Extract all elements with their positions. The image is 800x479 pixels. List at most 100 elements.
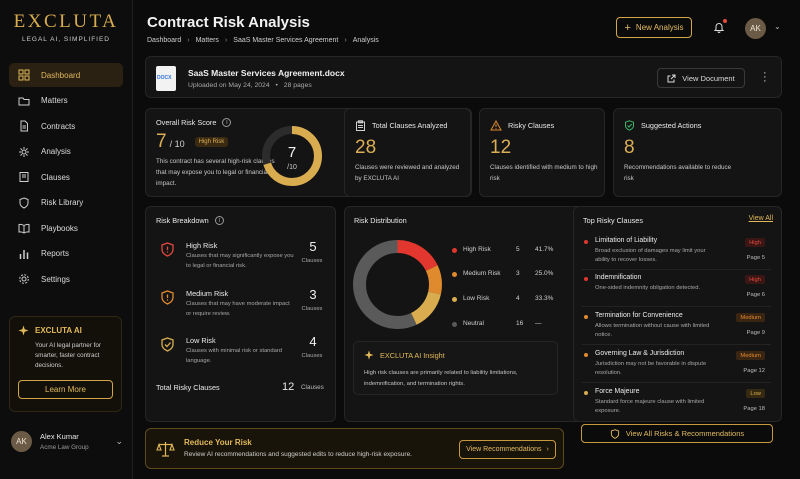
clause-page: Page 12 (743, 368, 765, 374)
view-all-risks-label: View All Risks & Recommendations (625, 429, 745, 438)
sidebar-item-label: Clauses (41, 172, 70, 182)
legend-percent: 33.3% (535, 295, 554, 302)
risk-score-value: 7 / 10 High Risk (156, 131, 229, 153)
sidebar-item-label: Contracts (41, 121, 76, 131)
risk-score-title: Overall Risk Score i (156, 118, 232, 127)
view-document-label: View Document (682, 73, 735, 83)
risk-distribution-donut (353, 240, 442, 329)
chevron-down-icon[interactable]: ⌄ (115, 436, 123, 446)
clause-description: Standard force majeure clause with limit… (595, 399, 705, 414)
total-risky-value: 12 (282, 381, 295, 393)
total-risky-row: Total Risky Clauses 12 Clauses (156, 381, 326, 393)
ai-card-title: EXCLUTA AI (18, 325, 113, 336)
sidebar-item-matters[interactable]: Matters (9, 89, 123, 113)
avatar[interactable]: AK (745, 18, 766, 39)
stat-value: 12 (490, 137, 512, 158)
sidebar-item-playbooks[interactable]: Playbooks (9, 216, 123, 240)
clause-page: Page 6 (746, 292, 765, 298)
donut-slice-neutral (353, 240, 442, 329)
sidebar-item-dashboard[interactable]: Dashboard (9, 63, 123, 87)
risky-clause-item[interactable]: Limitation of Liability Broad exclusion … (582, 236, 771, 273)
breadcrumb-item[interactable]: SaaS Master Services Agreement (233, 37, 339, 44)
risk-dot (584, 315, 588, 319)
sidebar-item-contracts[interactable]: Contracts (9, 114, 123, 138)
sidebar-item-analysis[interactable]: Analysis (9, 140, 123, 164)
risk-score-number: 7 (156, 131, 167, 152)
external-link-icon (667, 74, 676, 82)
shield-check-icon (161, 337, 174, 352)
breakdown-row-high[interactable]: High Risk Clauses that may significantly… (156, 237, 322, 282)
total-risky-unit: Clauses (301, 384, 324, 391)
sidebar-item-reports[interactable]: Reports (9, 242, 123, 266)
legend-item-high: High Risk 5 41.7% (452, 246, 560, 256)
chevron-down-icon[interactable]: ⌄ (774, 22, 781, 31)
clause-title: Indemnification (595, 274, 642, 281)
breakdown-row-medium[interactable]: Medium Risk Clauses that may have modera… (156, 285, 322, 330)
breakdown-title: Risk Breakdown i (156, 216, 224, 225)
breakdown-level: Low Risk (186, 336, 216, 345)
insight-title: EXCLUTA AI Insight (364, 350, 445, 360)
clause-title: Limitation of Liability (595, 237, 658, 244)
view-all-link[interactable]: View All (748, 215, 773, 222)
divider (582, 382, 771, 383)
open-book-icon (18, 223, 30, 234)
top-risky-title: Top Risky Clauses (583, 216, 643, 225)
sidebar-item-risk-library[interactable]: Risk Library (9, 191, 123, 215)
breakdown-unit: Clauses (301, 258, 323, 264)
info-icon[interactable]: i (222, 118, 232, 127)
donut-slice-medium-risk (353, 240, 442, 329)
more-options-icon[interactable]: · · · (763, 67, 767, 87)
breadcrumb-item[interactable]: Dashboard (147, 37, 182, 44)
breakdown-description: Clauses with minimal risk or standard la… (186, 348, 283, 364)
sidebar-item-label: Risk Library (41, 198, 84, 207)
distribution-title: Risk Distribution (354, 216, 407, 225)
risky-clause-item[interactable]: Force Majeure Standard force majeure cla… (582, 387, 771, 424)
clipboard-icon (356, 120, 365, 131)
view-recommendations-button[interactable]: View Recommendations › (459, 440, 556, 459)
risky-clause-item[interactable]: Indemnification One-sided indemnity obli… (582, 273, 771, 310)
risky-clause-item[interactable]: Termination for Convenience Allows termi… (582, 311, 771, 348)
breadcrumb-item: Analysis (352, 37, 379, 44)
ai-card-title-text: EXCLUTA AI (35, 326, 82, 335)
stat-title-text: Risky Clauses (508, 121, 555, 130)
breakdown-row-low[interactable]: Low Risk Clauses with minimal risk or st… (156, 332, 322, 377)
risk-breakdown-card: Risk Breakdown i High Risk Clauses that … (145, 206, 336, 422)
breadcrumb-item[interactable]: Matters (195, 37, 219, 44)
chevron-right-icon: › (546, 446, 549, 453)
clause-description: Allows termination without cause with li… (595, 323, 710, 338)
bar-chart-icon (19, 249, 29, 259)
page-count: 28 pages (283, 82, 312, 89)
breakdown-title-text: Risk Breakdown (156, 216, 209, 225)
risk-dot (584, 391, 588, 395)
divider (582, 269, 771, 270)
bell-icon[interactable] (713, 21, 725, 33)
risky-clause-item[interactable]: Governing Law & Jurisdiction Jurisdictio… (582, 349, 771, 386)
shield-icon (19, 196, 29, 209)
breakdown-count: 3 (309, 287, 317, 302)
view-all-risks-button[interactable]: View All Risks & Recommendations (581, 424, 773, 443)
brand-name: EXCLUTA (13, 11, 119, 32)
sidebar-item-settings[interactable]: Settings (9, 267, 123, 291)
sidebar-item-label: Settings (41, 274, 70, 284)
gauge-arc (262, 126, 322, 186)
ai-promo-card: EXCLUTA AI Your AI legal partner for sma… (9, 316, 122, 412)
legend-dot (452, 297, 457, 302)
learn-more-button[interactable]: Learn More (18, 380, 113, 399)
avatar: AK (11, 431, 32, 452)
top-risky-clauses-card: Top Risky Clauses View All Limitation of… (573, 206, 782, 443)
legend-count: 4 (516, 295, 520, 302)
divider (582, 344, 771, 345)
warning-icon (490, 120, 502, 131)
user-profile[interactable]: AK Alex Kumar Acme Law Group ⌄ (11, 431, 123, 452)
sidebar-item-label: Analysis (41, 147, 71, 156)
stat-description: Clauses were reviewed and analyzed by EX… (355, 164, 460, 182)
breakdown-description: Clauses that may significantly expose yo… (186, 253, 294, 269)
sparkle-icon (364, 350, 374, 360)
sidebar-item-clauses[interactable]: Clauses (9, 165, 123, 189)
risk-level-badge: Medium (736, 313, 765, 322)
view-document-button[interactable]: View Document (657, 68, 745, 88)
info-icon[interactable]: i (214, 216, 224, 225)
clause-page: Page 5 (746, 255, 765, 261)
new-analysis-button[interactable]: + New Analysis (616, 17, 692, 38)
legend-item-neutral: Neutral 16 — (452, 320, 560, 330)
